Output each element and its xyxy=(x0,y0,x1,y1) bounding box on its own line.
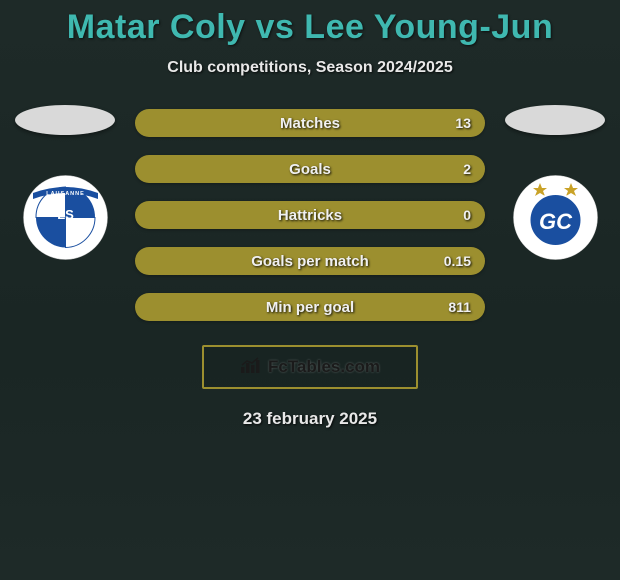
svg-text:LAUSANNE: LAUSANNE xyxy=(46,191,85,197)
stat-row-goals-per-match: Goals per match 0.15 xyxy=(135,247,485,275)
stat-label: Goals per match xyxy=(251,253,369,270)
season-subtitle: Club competitions, Season 2024/2025 xyxy=(0,59,620,77)
right-club-logo: GC xyxy=(513,175,598,260)
stat-value-right: 0.15 xyxy=(444,253,471,269)
right-team-column: GC xyxy=(505,105,605,260)
stat-row-goals: Goals 2 xyxy=(135,155,485,183)
chart-icon xyxy=(240,356,262,379)
stat-row-min-per-goal: Min per goal 811 xyxy=(135,293,485,321)
page-title: Matar Coly vs Lee Young-Jun xyxy=(0,8,620,47)
stat-value-right: 13 xyxy=(455,115,471,131)
left-team-column: LS LAUSANNE xyxy=(15,105,115,260)
stats-column: Matches 13 Goals 2 Hattricks 0 Goals per… xyxy=(135,105,485,321)
stat-label: Goals xyxy=(289,161,331,178)
stat-value-right: 811 xyxy=(448,299,471,315)
stat-label: Hattricks xyxy=(278,207,342,224)
stat-label: Min per goal xyxy=(266,299,354,316)
stat-row-matches: Matches 13 xyxy=(135,109,485,137)
svg-text:LS: LS xyxy=(57,207,74,222)
left-player-oval xyxy=(15,105,115,135)
stat-label: Matches xyxy=(280,115,340,132)
stat-row-hattricks: Hattricks 0 xyxy=(135,201,485,229)
update-date: 23 february 2025 xyxy=(0,409,620,429)
branding-box[interactable]: FcTables.com xyxy=(202,345,418,389)
svg-text:GC: GC xyxy=(539,209,573,234)
left-club-logo: LS LAUSANNE xyxy=(23,175,108,260)
right-player-oval xyxy=(505,105,605,135)
stat-value-right: 0 xyxy=(463,207,471,223)
main-comparison-area: LS LAUSANNE Matches 13 Goals 2 Hattricks… xyxy=(0,105,620,321)
comparison-card: Matar Coly vs Lee Young-Jun Club competi… xyxy=(0,0,620,429)
stat-value-right: 2 xyxy=(463,161,471,177)
brand-text: FcTables.com xyxy=(268,357,380,377)
